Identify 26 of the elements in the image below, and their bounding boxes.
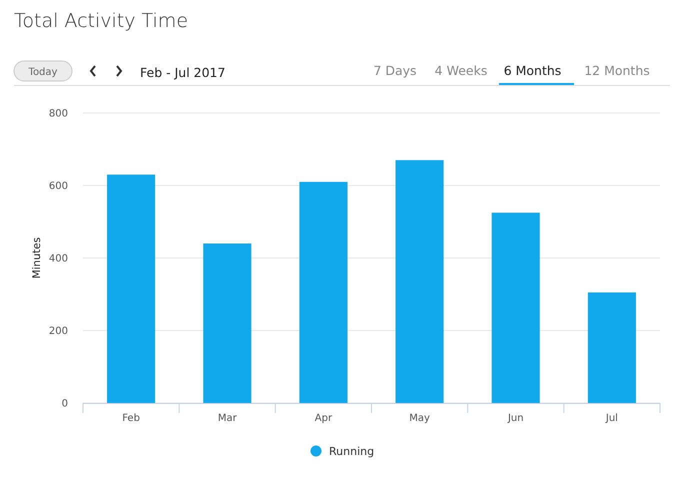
y-tick-label: 600 <box>48 181 68 192</box>
y-tick-label: 400 <box>48 254 68 264</box>
chart-subtitle: Feb - Jul 2017 <box>140 65 226 80</box>
bar <box>396 160 444 403</box>
bar <box>107 174 156 403</box>
bar <box>299 182 348 403</box>
x-tick-label: Mar <box>218 413 238 424</box>
bar <box>588 292 636 403</box>
y-tick-label: 800 <box>48 108 68 120</box>
text: 12 Months <box>584 63 650 78</box>
today-button: Today <box>14 60 72 82</box>
bar <box>492 212 540 403</box>
text: 7 Days <box>373 63 417 78</box>
bar <box>203 244 252 403</box>
x-tick-label: Feb <box>122 413 140 424</box>
x-tick-label: May <box>409 413 430 424</box>
x-tick-label: Jun <box>506 413 524 424</box>
text: 6 Months <box>504 63 562 78</box>
y-tick-label: 200 <box>48 326 68 337</box>
chart-title: Total Activity Time <box>14 10 188 32</box>
y-axis-title: Minutes <box>31 237 43 279</box>
x-tick-label: Apr <box>314 413 333 424</box>
text: 4 Weeks <box>434 63 488 78</box>
legend-label: Running <box>329 445 374 458</box>
y-tick-label: 0 <box>62 398 68 410</box>
x-tick-label: Jul <box>604 413 618 424</box>
